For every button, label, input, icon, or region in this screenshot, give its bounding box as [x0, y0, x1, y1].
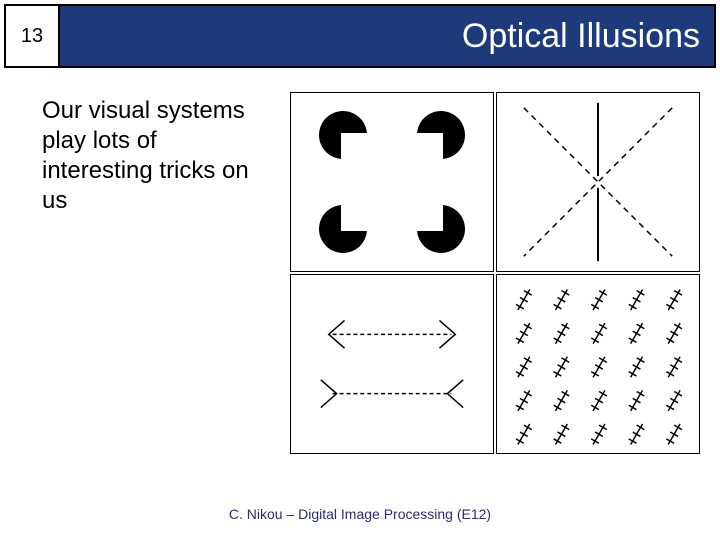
slide-header: 13 Optical Illusions — [4, 4, 716, 68]
muller-lyer-svg — [291, 275, 493, 453]
page-number: 13 — [4, 4, 60, 68]
pacman-icon — [417, 111, 465, 159]
panel-muller-lyer — [290, 274, 494, 454]
pacman-icon — [319, 111, 367, 159]
pacman-icon — [319, 205, 367, 253]
panel-zollner — [496, 274, 700, 454]
body-text: Our visual systems play lots of interest… — [42, 96, 272, 216]
x-lines-svg — [497, 93, 699, 271]
zollner-svg — [497, 275, 699, 453]
panel-kanizsa — [290, 92, 494, 272]
pacman-icon — [417, 205, 465, 253]
illusion-grid — [290, 92, 700, 454]
footer-text: C. Nikou – Digital Image Processing (E12… — [0, 506, 720, 522]
slide-title: Optical Illusions — [60, 4, 716, 68]
panel-x-lines — [496, 92, 700, 272]
